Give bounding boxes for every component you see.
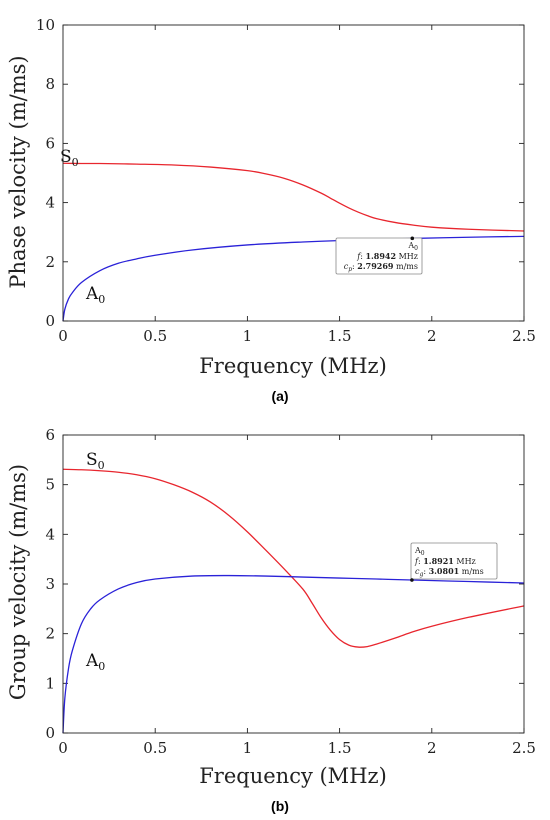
series-label-a0: A0 <box>85 651 105 673</box>
chart-panel-b: 0 0.5 1 1.5 2 2.5 0 1 2 3 4 5 6 S0 A0 Frequency (MHz… <box>6 426 536 814</box>
series-line-s0 <box>62 468 525 648</box>
y-tick-label: 6 <box>45 426 55 444</box>
series-label-s0: S0 <box>60 147 79 169</box>
y-ticks-a: 0 2 4 6 8 10 <box>36 16 524 330</box>
y-tick-label: 5 <box>45 476 55 494</box>
x-tick-label: 1 <box>243 327 253 345</box>
x-tick-label: 0 <box>58 327 68 345</box>
datatip-marker <box>410 578 414 582</box>
x-tick-label: 0 <box>58 739 68 757</box>
series-line-a0 <box>62 235 525 322</box>
x-ticks-b: 0 0.5 1 1.5 2 2.5 <box>58 435 536 757</box>
axes-box <box>62 24 525 322</box>
series-line-a0 <box>62 574 525 734</box>
x-tick-label: 1.5 <box>328 327 352 345</box>
x-axis-label-a: Frequency (MHz) <box>199 354 387 378</box>
series-a: S0 A0 <box>60 147 525 322</box>
x-tick-label: 2.5 <box>512 327 536 345</box>
y-tick-label: 2 <box>45 625 55 643</box>
x-tick-label: 2.5 <box>512 739 536 757</box>
datatip-box <box>410 542 498 580</box>
y-tick-label: 6 <box>45 134 55 152</box>
y-tick-label: 4 <box>45 194 55 212</box>
datatip-frequency: f: 1.8942 MHz <box>356 251 418 261</box>
y-tick-label: 0 <box>45 312 55 330</box>
x-tick-label: 0.5 <box>143 739 167 757</box>
y-axis-label-b: Group velocity (m/ms) <box>6 464 30 700</box>
y-axis-label-a: Phase velocity (m/ms) <box>6 55 30 288</box>
x-tick-label: 2 <box>427 739 437 757</box>
datatip-title: A0 <box>414 546 425 557</box>
series-label-s0: S0 <box>86 450 105 472</box>
y-tick-label: 4 <box>45 525 55 543</box>
caption-a: (a) <box>271 388 288 404</box>
x-tick-label: 2 <box>427 327 437 345</box>
series-label-a0: A0 <box>85 284 105 306</box>
y-tick-label: 0 <box>45 724 55 742</box>
datatip-velocity: cp: 2.79269 m/ms <box>344 261 418 273</box>
caption-b: (b) <box>271 798 289 814</box>
series-b: S0 A0 <box>62 450 525 734</box>
y-ticks-b: 0 1 2 3 4 5 6 <box>45 426 524 742</box>
series-line-s0 <box>62 162 525 232</box>
datatip-velocity: cg: 3.0801 m/ms <box>415 566 484 578</box>
y-tick-label: 1 <box>45 674 55 692</box>
x-tick-label: 0.5 <box>143 327 167 345</box>
y-tick-label: 2 <box>45 253 55 271</box>
datatip-frequency: f: 1.8921 MHz <box>414 556 476 566</box>
x-tick-label: 1 <box>243 739 253 757</box>
datatip-marker <box>410 236 415 241</box>
x-tick-label: 1.5 <box>328 739 352 757</box>
y-tick-label: 10 <box>36 16 55 34</box>
y-tick-label: 8 <box>45 75 55 93</box>
datatip-title: A0 <box>407 241 418 252</box>
axes-box <box>62 434 525 734</box>
chart-panel-a: 0 0.5 1 1.5 2 2.5 0 2 4 6 8 10 S0 A0 Frequency (MHz… <box>6 16 536 404</box>
x-axis-label-b: Frequency (MHz) <box>199 764 387 788</box>
x-ticks-a: 0 0.5 1 1.5 2 2.5 <box>58 25 536 345</box>
datatip-box <box>335 237 423 275</box>
y-tick-label: 3 <box>45 575 55 593</box>
